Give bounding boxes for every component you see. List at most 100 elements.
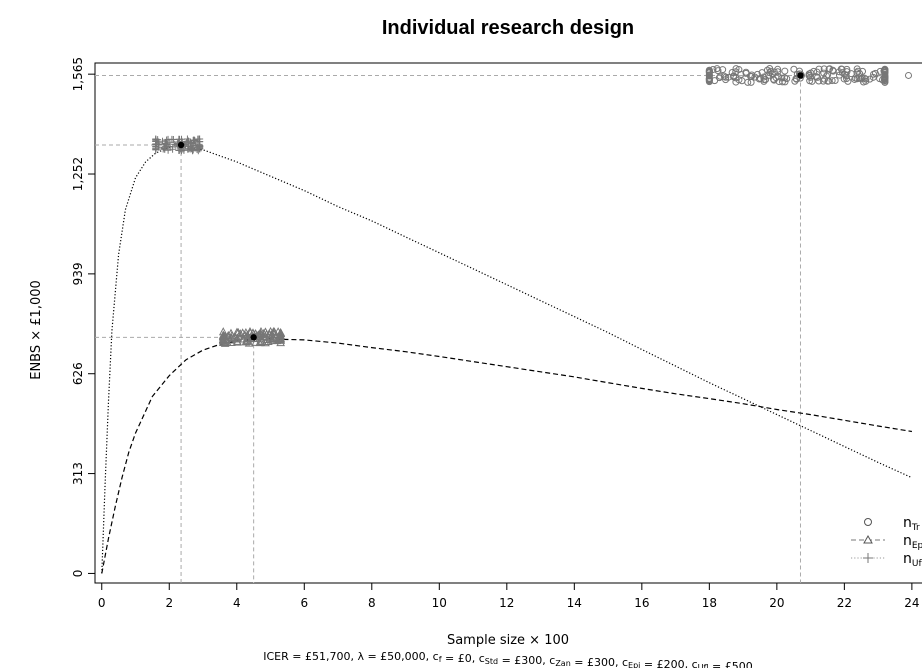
sim-point <box>184 145 192 153</box>
x-tick-label: 0 <box>98 596 106 610</box>
sim-point <box>820 65 828 73</box>
sim-point <box>843 75 851 83</box>
footnote-parameters: ICER = £51,700, λ = £50,000, cf = £0, cS… <box>263 650 753 668</box>
sim-point <box>840 75 848 83</box>
sim-point <box>218 334 228 343</box>
series-line-n_Epi <box>101 338 912 574</box>
legend-label-n_Tr: nTr <box>903 515 920 533</box>
sim-point <box>159 137 167 145</box>
sim-point <box>839 69 847 77</box>
sim-point <box>790 65 798 73</box>
x-axis-label: Sample size × 100 <box>447 633 569 648</box>
x-tick-label: 22 <box>837 596 852 610</box>
sim-point <box>778 78 786 86</box>
sim-point <box>160 144 168 152</box>
sim-point <box>829 66 837 74</box>
legend: nTrnEpinUfl <box>851 515 922 569</box>
x-tick-label: 4 <box>233 596 241 610</box>
optimum-point-n_Tr <box>797 72 804 79</box>
sim-point <box>190 136 198 144</box>
sim-point <box>781 67 789 75</box>
sim-point <box>159 145 167 153</box>
chart-title: Individual research design <box>382 17 634 39</box>
y-axis: 0 313 626 939 1,252 1,565 <box>71 57 95 577</box>
sim-point <box>758 69 766 77</box>
sim-point <box>843 68 851 76</box>
sim-point <box>765 71 773 79</box>
x-tick-label: 8 <box>368 596 376 610</box>
y-tick-label: 0 <box>71 570 85 578</box>
sim-point <box>243 334 253 343</box>
simulation-cluster-n_Ufl <box>152 135 204 155</box>
simulation-cluster-n_Epi <box>218 326 285 347</box>
legend-label-n_Ufl: nUfl <box>903 551 922 569</box>
sim-point <box>256 329 265 338</box>
sim-point <box>257 336 267 345</box>
sim-point <box>831 77 839 85</box>
sim-point <box>783 75 791 83</box>
sim-point <box>735 66 743 74</box>
x-tick-label: 20 <box>769 596 784 610</box>
sim-point <box>854 67 862 75</box>
plot-area <box>94 62 922 584</box>
sim-point <box>866 75 874 83</box>
sim-point <box>154 136 162 144</box>
sim-point <box>876 67 884 75</box>
sim-point <box>705 71 713 79</box>
sim-point <box>713 65 721 73</box>
sim-point <box>744 78 752 86</box>
sim-point <box>828 77 836 85</box>
x-tick-label: 10 <box>432 596 447 610</box>
sim-point <box>730 73 738 81</box>
sim-point <box>767 67 775 75</box>
sim-point <box>835 68 843 76</box>
sim-point <box>870 70 878 78</box>
legend-label-n_Epi: nEpi <box>903 533 922 551</box>
sim-point <box>164 146 172 154</box>
legend-symbol-circle <box>864 518 872 526</box>
legend-symbol-plus <box>863 553 873 563</box>
sim-point <box>855 74 863 82</box>
sim-point <box>177 147 185 155</box>
sim-point <box>226 335 235 344</box>
sim-point <box>735 76 743 84</box>
sim-point <box>742 68 750 76</box>
sim-point <box>162 140 170 148</box>
sim-point <box>268 335 278 344</box>
x-tick-label: 2 <box>165 596 173 610</box>
sim-point <box>235 329 245 338</box>
x-tick-label: 14 <box>567 596 582 610</box>
sim-point <box>275 334 285 343</box>
sim-point <box>270 327 279 336</box>
sim-point <box>276 335 285 344</box>
y-tick-label: 313 <box>71 462 85 485</box>
sim-point <box>166 143 174 151</box>
sim-point <box>748 73 756 81</box>
sim-point <box>152 141 160 149</box>
sim-point <box>774 72 782 80</box>
sim-point <box>805 72 813 80</box>
sim-point <box>814 73 822 81</box>
x-tick-label: 16 <box>634 596 649 610</box>
sim-point <box>881 76 889 84</box>
simulation-cluster-n_Tr <box>705 65 912 86</box>
sim-point <box>715 74 723 82</box>
plot-frame <box>94 62 922 584</box>
sim-point <box>862 77 870 85</box>
sim-point <box>724 73 732 81</box>
sim-point <box>881 71 889 79</box>
x-tick-label: 6 <box>300 596 308 610</box>
y-axis-label: ENBS × £1,000 <box>29 280 44 380</box>
sim-point <box>265 333 275 342</box>
sim-point <box>255 338 264 347</box>
sim-point <box>825 65 833 73</box>
x-tick-label: 18 <box>702 596 717 610</box>
optimum-point-n_Ufl <box>177 141 185 149</box>
sim-point <box>819 77 827 85</box>
x-tick-label: 24 <box>904 596 919 610</box>
sim-point <box>226 328 236 337</box>
sim-point <box>195 135 203 143</box>
sim-point <box>720 72 728 80</box>
y-tick-label: 626 <box>71 362 85 385</box>
optimum-point-n_Epi <box>250 334 257 341</box>
